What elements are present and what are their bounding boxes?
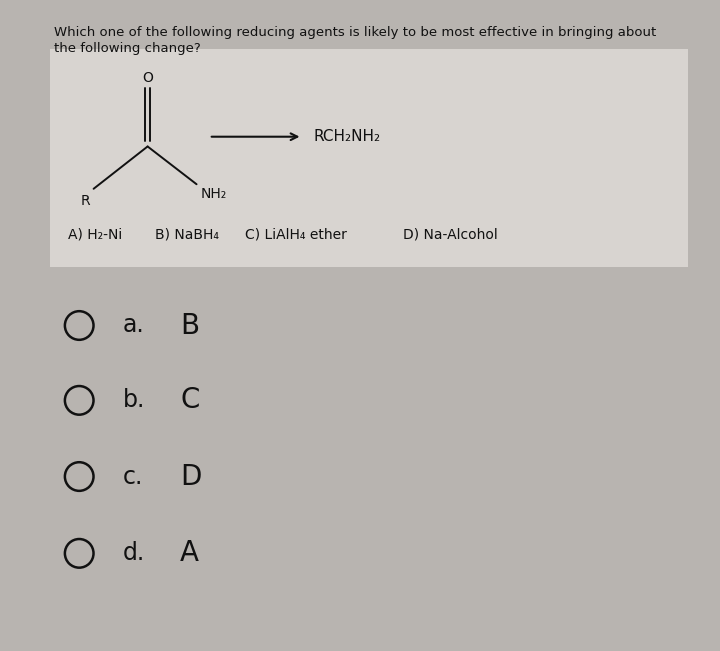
Text: RCH₂NH₂: RCH₂NH₂ xyxy=(313,129,380,145)
Text: b.: b. xyxy=(122,389,145,412)
Text: C: C xyxy=(180,386,199,415)
Text: B) NaBH₄: B) NaBH₄ xyxy=(155,227,219,242)
Text: A) H₂-Ni: A) H₂-Ni xyxy=(68,227,122,242)
Text: the following change?: the following change? xyxy=(54,42,201,55)
Text: R: R xyxy=(80,194,90,208)
Text: a.: a. xyxy=(122,314,144,337)
Text: O: O xyxy=(142,70,153,85)
Text: D) Na-Alcohol: D) Na-Alcohol xyxy=(403,227,498,242)
FancyBboxPatch shape xyxy=(50,49,688,267)
Text: NH₂: NH₂ xyxy=(200,187,226,202)
Text: B: B xyxy=(180,311,199,340)
Text: D: D xyxy=(180,462,202,491)
Text: Which one of the following reducing agents is likely to be most effective in bri: Which one of the following reducing agen… xyxy=(54,26,656,39)
Text: A: A xyxy=(180,539,199,568)
Text: c.: c. xyxy=(122,465,143,488)
Text: d.: d. xyxy=(122,542,145,565)
Text: C) LiAlH₄ ether: C) LiAlH₄ ether xyxy=(245,227,346,242)
